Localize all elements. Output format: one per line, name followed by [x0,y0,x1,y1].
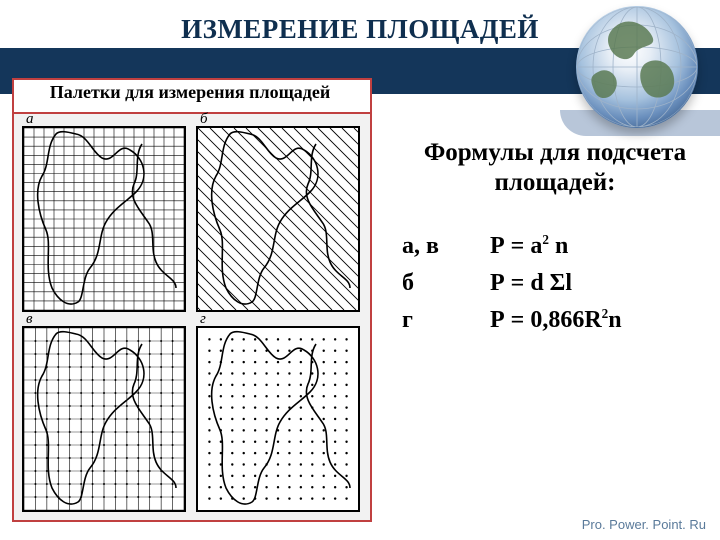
formula-row-left: г [402,302,439,339]
formula-row-right: Р = 0,866R2n [490,302,622,339]
formula-row-right: Р = d Σl [490,265,622,302]
formula-subtitle: Формулы для подсчета площадей: [410,138,700,197]
globe-grid-overlay [576,6,698,128]
formula-row-right: Р = а2 n [490,228,622,265]
footer-credit: Pro. Power. Point. Ru [582,517,706,532]
panel-b [196,126,360,312]
illustration-label: Палетки для измерения площадей [14,82,366,103]
formula-row-left: а, в [402,228,439,265]
panel-d [196,326,360,512]
panel-c [22,326,186,512]
formula-left-col: а, вбг [402,228,439,340]
panel-a [22,126,186,312]
formula-right-col: Р = а2 nР = d ΣlР = 0,866R2n [490,228,622,340]
formula-row-left: б [402,265,439,302]
